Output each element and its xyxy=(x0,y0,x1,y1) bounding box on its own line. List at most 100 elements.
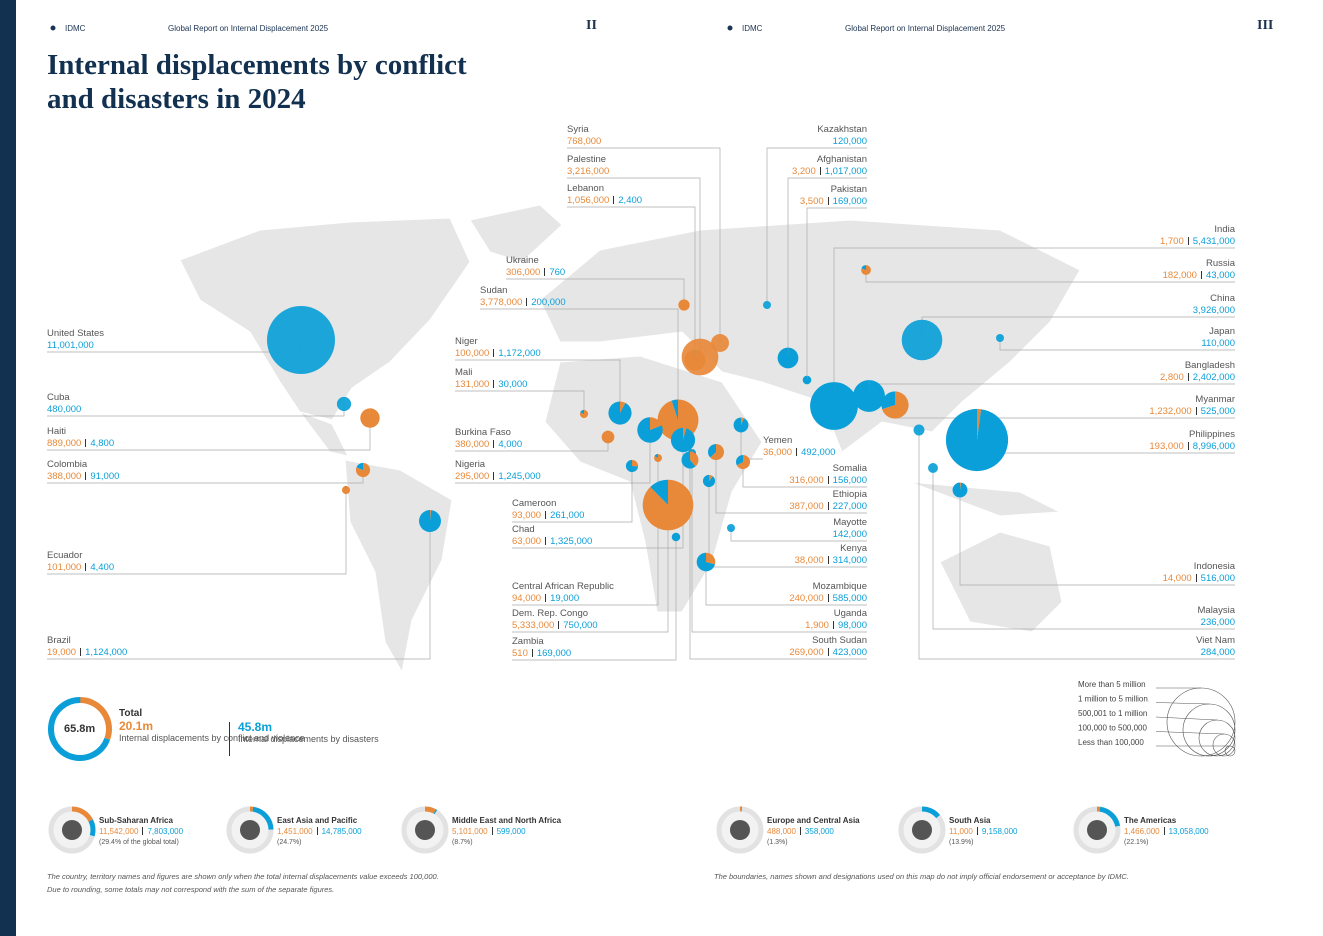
bubble-conflict xyxy=(579,409,589,419)
leader-line xyxy=(567,206,696,360)
region-icon xyxy=(62,820,82,840)
bubble-conflict xyxy=(706,552,716,565)
total-disasters-caption: Internal displacements by disasters xyxy=(238,734,379,744)
country-values: 110,000 xyxy=(1201,338,1235,350)
separator xyxy=(85,563,87,571)
country-label: Pakistan 3,500 169,000 xyxy=(800,184,867,208)
region-disasters xyxy=(88,819,96,837)
disasters-value: 11,001,000 xyxy=(47,340,94,351)
conflict-value: 316,000 xyxy=(789,475,824,486)
conflict-value: 11,542,000 xyxy=(99,827,139,836)
legend-label: More than 5 million xyxy=(1078,680,1146,689)
conflict-value: 11,000 xyxy=(949,827,973,836)
separator xyxy=(799,827,801,835)
country-label: Mayotte 142,000 xyxy=(833,517,867,541)
conflict-value: 3,216,000 xyxy=(567,166,610,177)
country-values: 120,000 xyxy=(817,136,867,148)
region-icon xyxy=(415,820,435,840)
country-values: 3,216,000 xyxy=(567,166,609,178)
disasters-value: 314,000 xyxy=(832,555,867,566)
leader-line xyxy=(932,468,1235,630)
bubble-conflict xyxy=(736,454,751,470)
country-name: Burkina Faso xyxy=(455,427,511,438)
country-values: 19,000 1,124,000 xyxy=(47,647,127,659)
separator xyxy=(613,196,615,204)
conflict-value: 1,466,000 xyxy=(1124,827,1160,836)
note: The boundaries, names shown and designat… xyxy=(714,872,1129,881)
country-label: India 1,700 5,431,000 xyxy=(1160,224,1235,248)
country-label: Yemen 36,000 492,000 xyxy=(763,435,835,459)
conflict-value: 131,000 xyxy=(455,379,490,390)
country-label: Niger 100,000 1,172,000 xyxy=(455,336,541,360)
disasters-value: 30,000 xyxy=(498,379,528,390)
bubble-disasters xyxy=(650,479,668,505)
region-name: Sub-Saharan Africa xyxy=(99,816,173,825)
leader-line xyxy=(567,147,721,343)
country-name: Zambia xyxy=(512,636,544,647)
leader-line xyxy=(742,462,867,488)
country-label: Chad 63,000 1,325,000 xyxy=(512,524,592,548)
conflict-value: 1,700 xyxy=(1159,236,1184,247)
disasters-value: 19,000 xyxy=(550,593,580,604)
country-values: 240,000 585,000 xyxy=(789,593,867,605)
country-label: Afghanistan 3,200 1,017,000 xyxy=(792,154,867,178)
country-label: Lebanon 1,056,000 2,400 xyxy=(567,183,642,207)
leader-line xyxy=(506,278,685,305)
country-label: Mozambique 240,000 585,000 xyxy=(789,581,867,605)
country-values: 3,500 169,000 xyxy=(800,196,867,208)
disasters-value: 1,325,000 xyxy=(550,536,593,547)
separator xyxy=(976,827,978,835)
bubble-disasters xyxy=(763,301,771,309)
region-values: 11,542,000 7,803,000 xyxy=(99,826,183,837)
disasters-value: 599,000 xyxy=(496,827,526,836)
country-label: Syria 768,000 xyxy=(567,124,601,148)
separator xyxy=(545,594,547,602)
region-icon xyxy=(240,820,260,840)
disasters-value: 13,058,000 xyxy=(1168,827,1209,836)
disasters-value: 750,000 xyxy=(563,620,598,631)
country-values: 510 169,000 xyxy=(512,648,571,660)
country-label: Cameroon 93,000 261,000 xyxy=(512,498,584,522)
disasters-value: 1,245,000 xyxy=(498,471,541,482)
bubble-disasters xyxy=(881,391,895,410)
country-name: Kenya xyxy=(840,543,867,554)
country-values: 142,000 xyxy=(833,529,867,541)
country-label: Zambia 510 169,000 xyxy=(512,636,571,660)
country-name: Indonesia xyxy=(1193,561,1235,572)
country-name: Syria xyxy=(567,124,589,135)
disasters-value: 43,000 xyxy=(1205,270,1235,281)
country-values: 387,000 227,000 xyxy=(789,501,867,513)
leader-line xyxy=(455,359,621,413)
total-block: 45.8m Internal displacements by disaster… xyxy=(238,720,379,744)
country-values: 101,000 4,400 xyxy=(47,562,114,574)
disasters-value: 585,000 xyxy=(832,593,867,604)
bubble-disasters xyxy=(670,427,696,453)
separator xyxy=(1195,407,1197,415)
bubble-disasters xyxy=(952,482,968,498)
leader-line xyxy=(730,528,867,542)
country-name: Central African Republic xyxy=(512,581,614,592)
conflict-value: 3,200 xyxy=(791,166,816,177)
conflict-value: 182,000 xyxy=(1162,270,1197,281)
bubble-conflict xyxy=(741,417,745,425)
disasters-value: 5,431,000 xyxy=(1192,236,1235,247)
separator xyxy=(796,448,798,456)
country-name: Cuba xyxy=(47,392,70,403)
bubble-disasters xyxy=(344,486,346,490)
separator xyxy=(545,537,547,545)
report-name: Global Report on Internal Displacement 2… xyxy=(168,24,329,33)
country-name: India xyxy=(1214,224,1235,235)
bubble-disasters xyxy=(419,510,441,532)
leader-line xyxy=(766,147,867,305)
separator xyxy=(544,268,546,276)
country-values: 100,000 1,172,000 xyxy=(455,348,541,360)
legend-graphic: More than 5 million 1 million to 5 millio… xyxy=(1078,680,1236,757)
total-conflict-caption: Internal displacements by conflict and v… xyxy=(119,733,305,743)
conflict-value: 2,800 xyxy=(1159,372,1184,383)
bubble-conflict xyxy=(861,265,871,275)
leader-line xyxy=(512,505,669,633)
separator xyxy=(85,472,87,480)
country-values: 2,800 2,402,000 xyxy=(1160,372,1235,384)
country-name: China xyxy=(1210,293,1235,304)
